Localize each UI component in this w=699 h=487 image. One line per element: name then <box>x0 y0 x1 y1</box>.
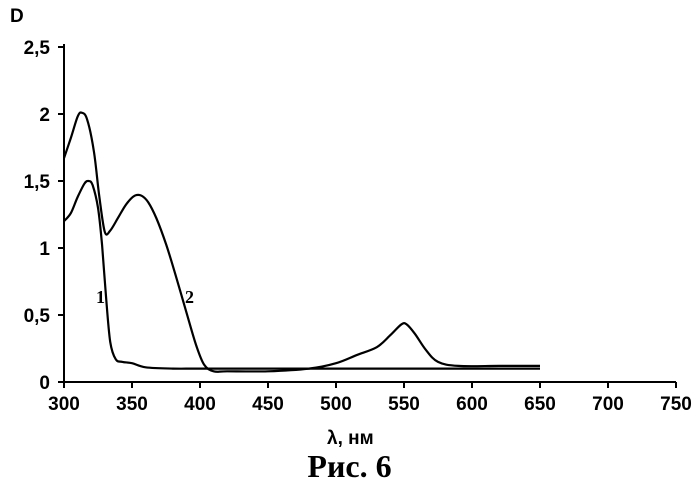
figure-caption: Рис. 6 <box>0 448 699 485</box>
x-tick-label: 650 <box>524 394 556 415</box>
x-tick-label: 600 <box>456 394 488 415</box>
series-line-2 <box>64 113 540 372</box>
axes <box>58 44 676 388</box>
tick-labels: 300 350 400 450 500 550 600 650 700 750 0 0,5 1 1,5 2 2… <box>24 38 692 415</box>
x-tick-label: 700 <box>592 394 624 415</box>
y-tick-label: 0,5 <box>24 306 51 327</box>
plot-lines <box>64 113 540 372</box>
y-tick-label: 2 <box>39 105 50 126</box>
x-tick-label: 450 <box>252 394 284 415</box>
y-tick-label: 1,5 <box>24 172 51 193</box>
curve-label-1: 1 <box>96 287 105 307</box>
curve-label-2: 2 <box>185 287 194 307</box>
series-line-1 <box>64 181 540 369</box>
y-tick-label: 0 <box>39 373 50 394</box>
x-axis-label: λ, нм <box>327 428 374 449</box>
x-tick-label: 550 <box>388 394 420 415</box>
y-axis-label: D <box>10 6 24 27</box>
x-tick-label: 400 <box>184 394 216 415</box>
x-tick-label: 300 <box>48 394 80 415</box>
x-tick-label: 350 <box>116 394 148 415</box>
y-tick-label: 2,5 <box>24 38 51 59</box>
x-tick-label: 750 <box>660 394 692 415</box>
y-tick-label: 1 <box>39 239 50 260</box>
x-tick-label: 500 <box>320 394 352 415</box>
